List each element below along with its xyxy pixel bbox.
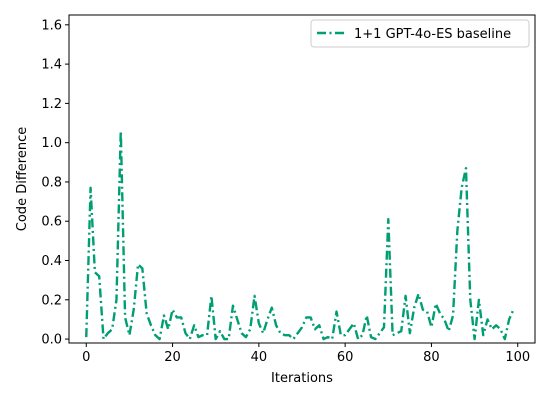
x-tick-label: 40: [251, 350, 268, 365]
x-axis-title: Iterations: [271, 371, 333, 386]
legend-label: 1+1 GPT-4o-ES baseline: [354, 27, 511, 42]
y-tick-label: 0.0: [41, 333, 62, 348]
plot-layer: [85, 129, 515, 341]
y-tick-label: 0.6: [41, 215, 62, 230]
plot-frame: [68, 14, 536, 344]
y-tick-label: 1.0: [41, 136, 62, 151]
x-axis: 0 20 40 60 80 100: [82, 343, 530, 365]
y-tick-label: 1.2: [41, 97, 62, 112]
y-tick-label: 0.4: [41, 254, 62, 269]
x-tick-label: 100: [505, 350, 530, 365]
x-tick-label: 0: [82, 350, 90, 365]
x-tick-label: 20: [164, 350, 181, 365]
y-tick-label: 1.4: [41, 58, 62, 73]
series-line-0: [85, 129, 515, 341]
y-axis: 0.0 0.2 0.4 0.6 0.8 1.0 1.2 1.4 1.6: [41, 18, 69, 348]
x-tick-label: 80: [423, 350, 440, 365]
legend-frame: [310, 19, 530, 48]
legend: 1+1 GPT-4o-ES baseline: [310, 19, 530, 48]
y-axis-title: Code Difference: [15, 127, 30, 231]
x-tick-label: 60: [337, 350, 354, 365]
y-tick-label: 1.6: [41, 18, 62, 33]
y-tick-label: 0.8: [41, 175, 62, 190]
y-tick-label: 0.2: [41, 293, 62, 308]
